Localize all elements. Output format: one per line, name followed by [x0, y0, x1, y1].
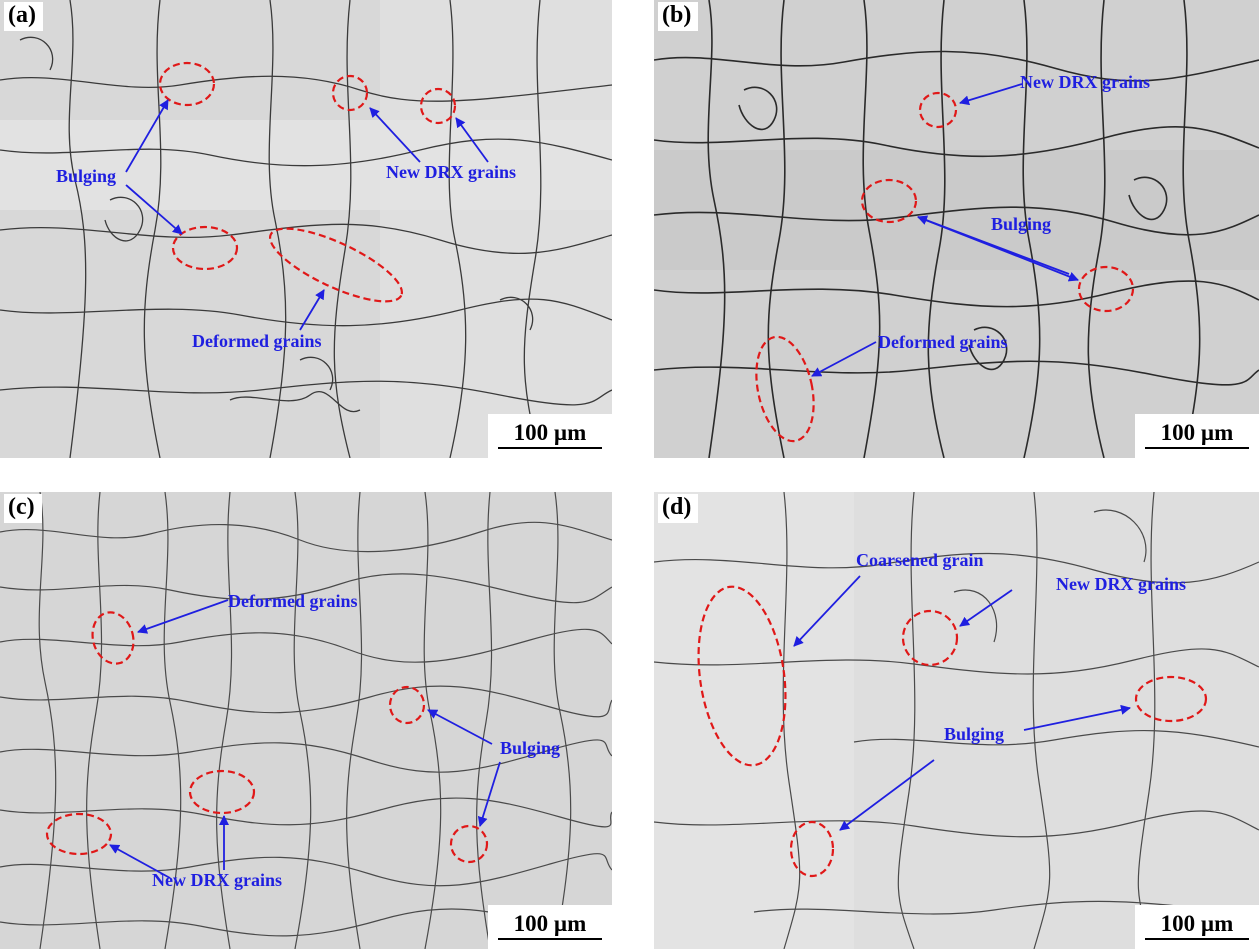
annotation-bulging: Bulging [500, 738, 561, 758]
scale-bar-label: 100 µm [1160, 420, 1234, 445]
grain-structure-image [0, 492, 612, 949]
scale-bar: 100 µm [488, 905, 612, 949]
scale-bar-line [498, 447, 602, 449]
panel-label: (b) [658, 2, 699, 31]
annotation-coarsened-grain: Coarsened grain [856, 550, 984, 570]
scale-bar-label: 100 µm [1160, 911, 1234, 936]
panel-label: (c) [4, 494, 42, 523]
scale-bar-label: 100 µm [513, 420, 587, 445]
scale-bar: 100 µm [1135, 414, 1259, 458]
scale-bar-line [1145, 447, 1249, 449]
grain-structure-image [654, 0, 1259, 458]
micrograph-panel-c: (c) 100 µm Deformed grains Bulging New D… [0, 492, 612, 949]
annotation-new-drx-grains: New DRX grains [386, 162, 516, 182]
scale-bar: 100 µm [488, 414, 612, 458]
scale-bar: 100 µm [1135, 905, 1259, 949]
grain-structure-image [0, 0, 612, 458]
annotation-new-drx-grains: New DRX grains [152, 870, 282, 890]
annotation-deformed-grains: Deformed grains [192, 331, 322, 351]
annotation-new-drx-grains: New DRX grains [1056, 574, 1186, 594]
annotation-bulging: Bulging [944, 724, 1005, 744]
panel-label: (a) [4, 2, 43, 31]
micrograph-panel-a: (a) 100 µm Bulging New DRX grains Deform… [0, 0, 612, 458]
scale-bar-line [1145, 938, 1249, 940]
micrograph-panel-d: (d) 100 µm Coarsened grain New DRX grain… [654, 492, 1259, 949]
scale-bar-line [498, 938, 602, 940]
annotation-bulging: Bulging [991, 214, 1052, 234]
annotation-new-drx-grains: New DRX grains [1020, 72, 1150, 92]
scale-bar-label: 100 µm [513, 911, 587, 936]
annotation-bulging: Bulging [56, 166, 117, 186]
micrograph-panel-b: (b) 100 µm New DRX grains Bulging Deform… [654, 0, 1259, 458]
annotation-deformed-grains: Deformed grains [228, 591, 358, 611]
panel-label: (d) [658, 494, 699, 523]
annotation-deformed-grains: Deformed grains [878, 332, 1008, 352]
